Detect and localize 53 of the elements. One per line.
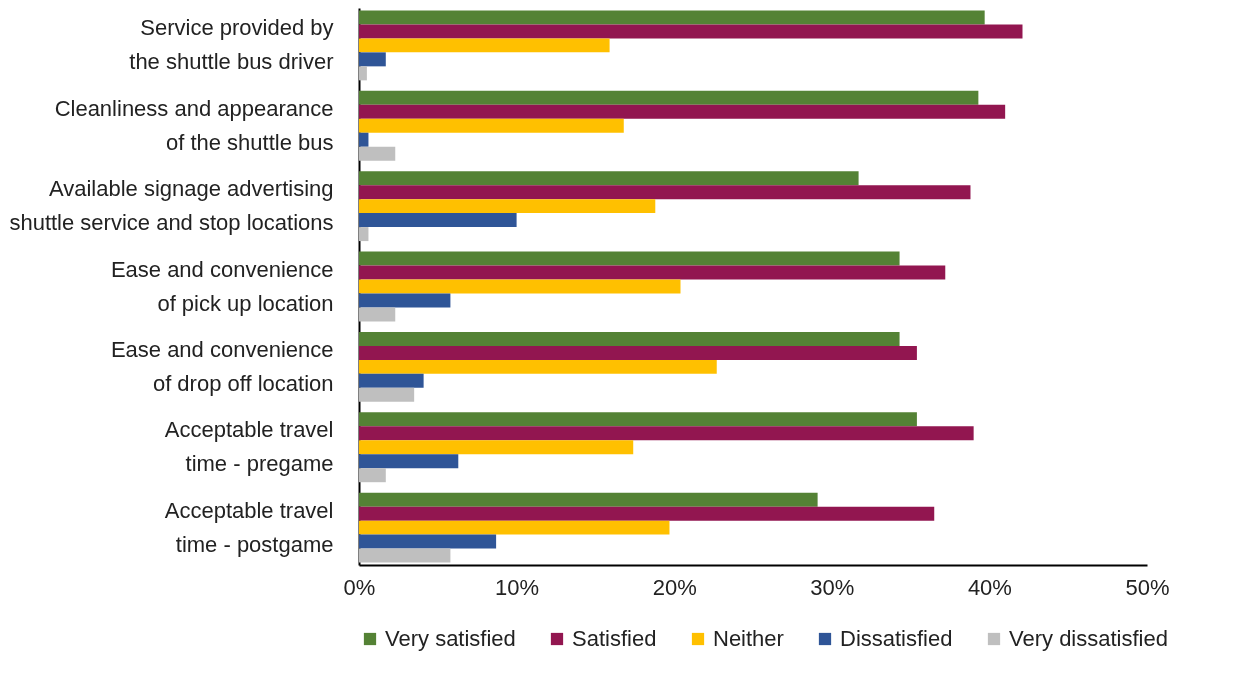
bar	[359, 548, 451, 563]
bar	[359, 10, 985, 25]
bar	[359, 331, 900, 346]
bar	[359, 279, 681, 294]
bar	[359, 251, 900, 266]
bar	[359, 90, 979, 105]
bar	[359, 373, 424, 388]
bar	[359, 104, 1006, 119]
bar	[359, 146, 396, 161]
x-tick-label: 50%	[1125, 574, 1170, 600]
y-tick-label: Ease and convenience of drop off location	[110, 336, 334, 396]
bar	[359, 492, 818, 507]
bar	[359, 52, 386, 67]
legend-label: Neither	[713, 626, 784, 651]
bar	[359, 199, 656, 214]
legend-label: Satisfied	[572, 626, 657, 651]
bar	[359, 118, 624, 133]
legend-label: Dissatisfied	[840, 626, 953, 651]
bar	[359, 66, 367, 81]
bar	[359, 426, 974, 441]
bar	[359, 293, 451, 308]
x-tick-label: 40%	[967, 574, 1012, 600]
bar	[359, 213, 517, 228]
bar	[359, 171, 859, 186]
bar	[359, 38, 610, 53]
bar	[359, 345, 917, 360]
bar	[359, 227, 369, 242]
bar	[359, 520, 670, 535]
bar	[359, 468, 386, 483]
x-tick-label: 0%	[343, 574, 376, 600]
y-tick-label: Available signage advertising shuttle service and stop locations	[9, 176, 334, 236]
y-tick-label: Ease and convenience of pick up location	[110, 256, 334, 316]
bar	[359, 265, 946, 280]
legend-label: Very satisfied	[385, 626, 516, 651]
bar	[359, 307, 396, 322]
bar	[359, 132, 369, 147]
y-tick-label: Service provided by the shuttle bus driver	[129, 15, 334, 75]
x-tick-label: 20%	[652, 574, 697, 600]
y-tick-label: Cleanliness and appearance of the shuttle bus	[54, 95, 334, 155]
bar	[359, 387, 415, 402]
bar	[359, 534, 497, 549]
y-tick-label: Acceptable travel time - postgame	[164, 497, 334, 557]
bar	[359, 506, 935, 521]
x-tick-label: 30%	[810, 574, 855, 600]
bar	[359, 440, 634, 455]
bar	[359, 185, 971, 200]
bar	[359, 24, 1023, 39]
bar	[359, 412, 917, 427]
legend-label: Very dissatisfied	[1009, 626, 1168, 651]
bar	[359, 359, 717, 374]
bar	[359, 454, 459, 469]
y-tick-label: Acceptable travel time - pregame	[164, 417, 334, 477]
x-tick-label: 10%	[495, 574, 540, 600]
